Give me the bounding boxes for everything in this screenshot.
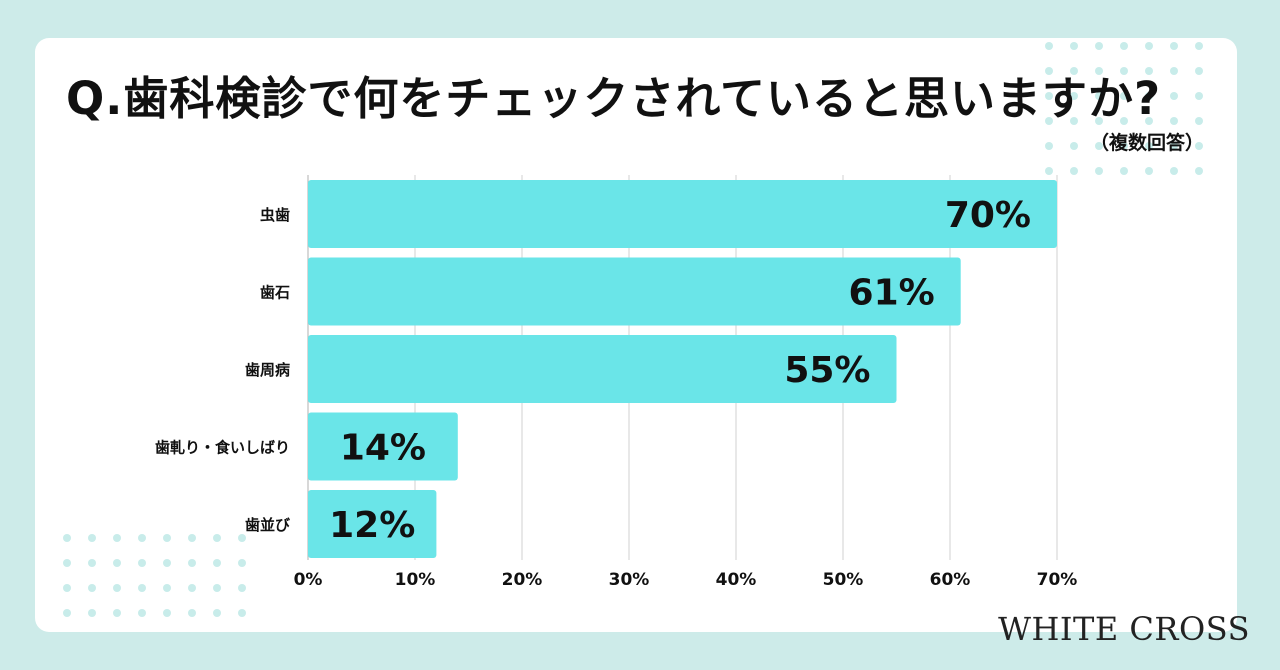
x-tick-label: 0% — [294, 570, 323, 590]
x-tick-label: 70% — [1037, 570, 1078, 590]
data-label: 12% — [329, 505, 415, 546]
category-label: 歯並び — [245, 516, 290, 534]
x-tick-label: 30% — [609, 570, 650, 590]
x-tick-label: 50% — [823, 570, 864, 590]
chart-subtitle: （複数回答） — [1089, 132, 1204, 154]
chart-title: Q.歯科検診で何をチェックされていると思いますか? — [66, 72, 1162, 125]
bar — [308, 412, 458, 481]
category-label: 歯軋り・食いしばり — [155, 439, 290, 457]
category-label: 歯周病 — [245, 361, 290, 379]
x-tick-label: 40% — [716, 570, 757, 590]
bar — [308, 257, 961, 326]
data-label: 70% — [945, 195, 1031, 236]
data-label: 55% — [784, 350, 870, 391]
x-tick-label: 20% — [502, 570, 543, 590]
brand-logo: WHITE CROSS — [998, 610, 1250, 648]
x-tick-label: 10% — [395, 570, 436, 590]
bar — [308, 490, 437, 558]
data-label: 61% — [849, 273, 935, 314]
data-label: 14% — [340, 428, 426, 469]
x-tick-label: 60% — [930, 570, 971, 590]
category-label: 虫歯 — [260, 206, 290, 224]
category-label: 歯石 — [260, 284, 290, 302]
bar — [308, 180, 1057, 248]
bar — [308, 335, 897, 403]
